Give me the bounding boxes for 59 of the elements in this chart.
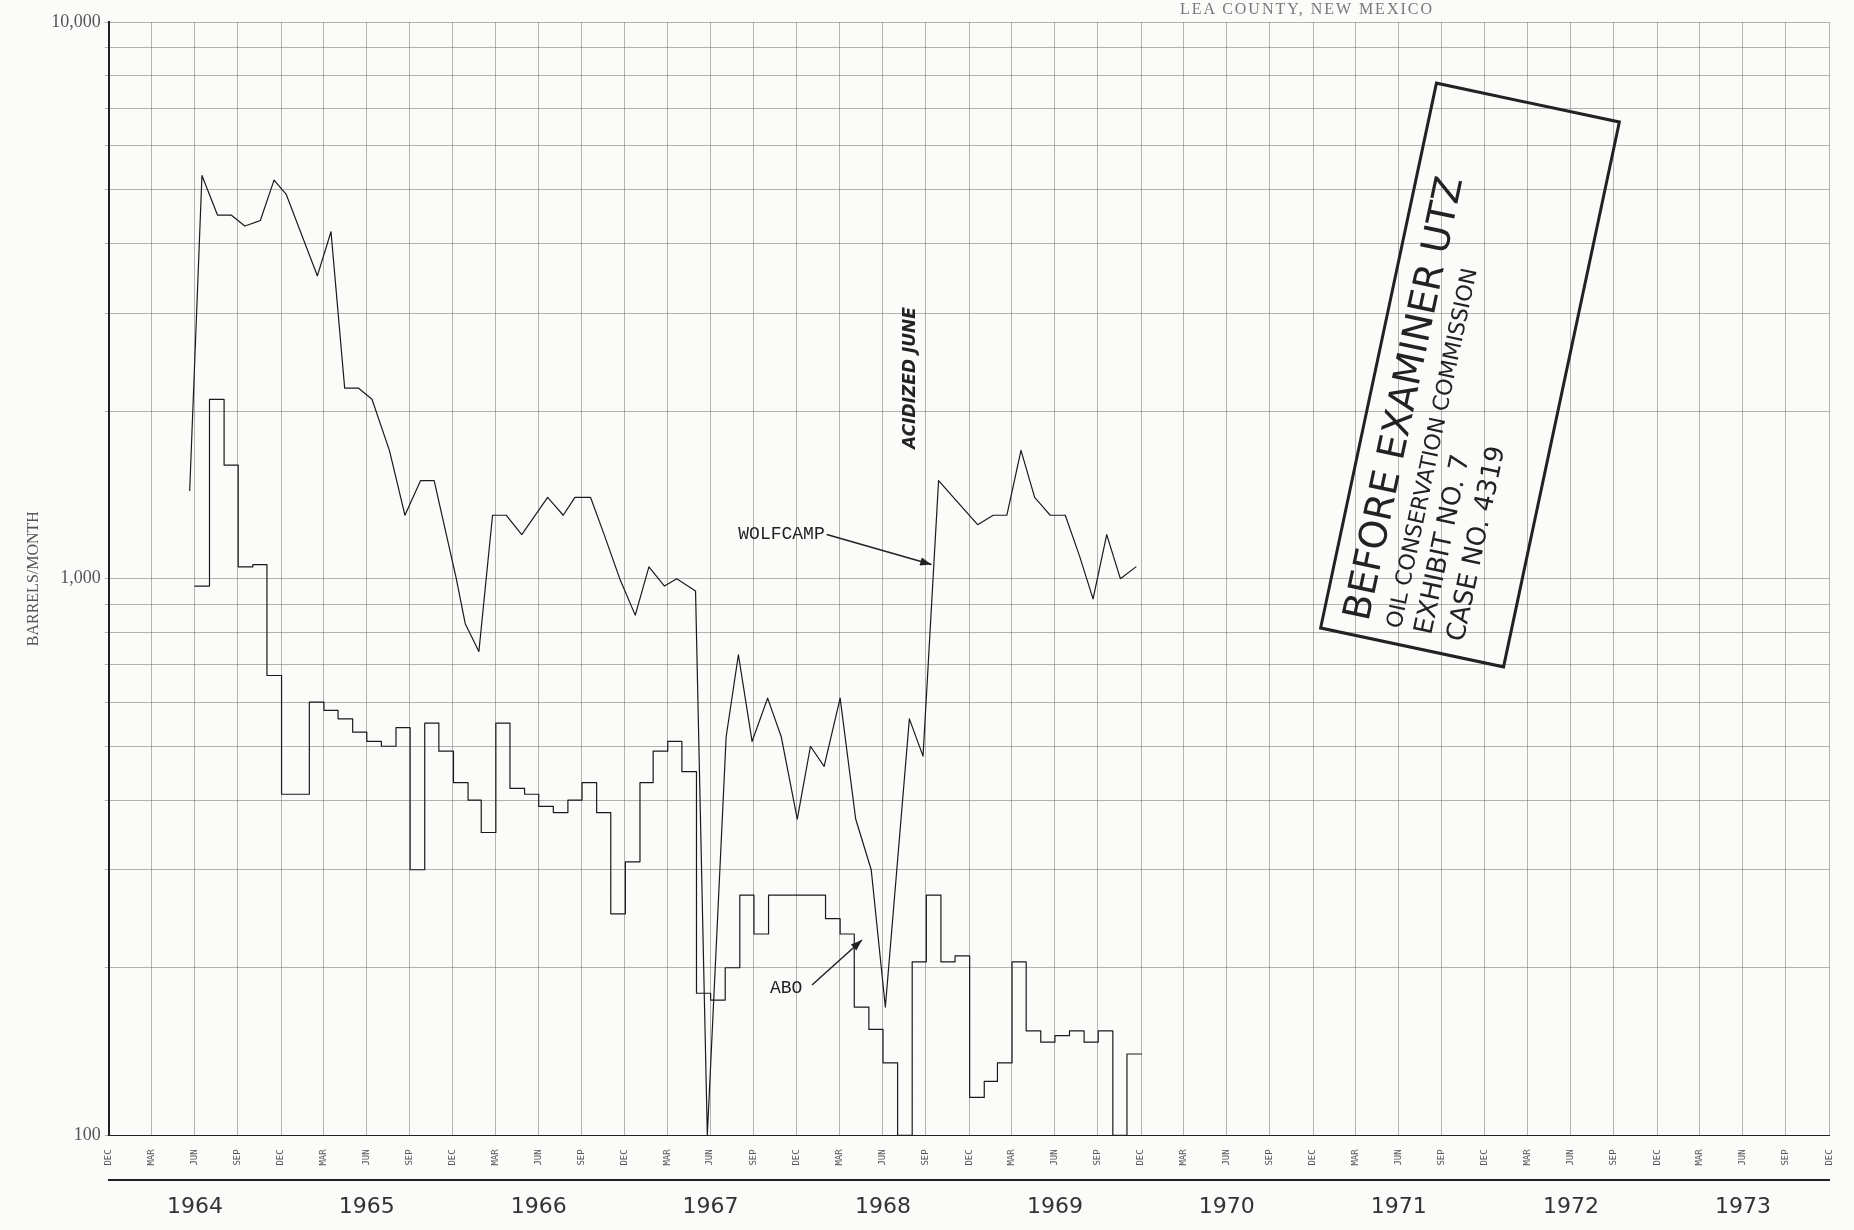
x-tick-label: MAR bbox=[661, 1148, 672, 1166]
x-tick-label: MAR bbox=[1349, 1148, 1360, 1166]
x-tick-label: SEP bbox=[747, 1148, 758, 1166]
x-tick-label: DEC bbox=[1307, 1149, 1318, 1166]
x-tick-label: MAR bbox=[145, 1148, 156, 1166]
x-tick-label: MAR bbox=[1694, 1148, 1705, 1166]
y-tick-label: 1,000 bbox=[60, 567, 101, 588]
x-tick-label: JUN bbox=[1564, 1149, 1575, 1166]
annotation: WOLFCAMP bbox=[738, 524, 825, 545]
x-tick-label: DEC bbox=[1823, 1149, 1834, 1166]
x2-tick-label: 1970 bbox=[1198, 1192, 1255, 1218]
x2-tick-label: 1964 bbox=[166, 1192, 223, 1218]
x-tick-label: SEP bbox=[1780, 1148, 1791, 1166]
x-tick-label: JUN bbox=[360, 1149, 371, 1166]
x-tick-label: JUN bbox=[704, 1149, 715, 1166]
x-tick-label: SEP bbox=[1092, 1148, 1103, 1166]
x2-tick-label: 1965 bbox=[338, 1192, 395, 1218]
x-tick-label: JUN bbox=[188, 1149, 199, 1166]
x-tick-label: JUN bbox=[1048, 1149, 1059, 1166]
x2-tick-label: 1969 bbox=[1026, 1192, 1083, 1218]
y-tick-label: 10,000 bbox=[51, 10, 101, 31]
x2-tick-label: 1967 bbox=[682, 1192, 739, 1218]
chart-title: LEA COUNTY, NEW MEXICO bbox=[1179, 0, 1434, 18]
x-tick-label: MAR bbox=[1005, 1148, 1016, 1166]
y-axis-title: BARRELS/MONTH bbox=[23, 510, 41, 647]
x-tick-label: DEC bbox=[963, 1149, 974, 1166]
x-tick-label: DEC bbox=[275, 1149, 286, 1166]
x-tick-label: MAR bbox=[317, 1148, 328, 1166]
annotation: ABO bbox=[770, 978, 803, 998]
x-tick-label: MAR bbox=[834, 1148, 845, 1166]
y-tick-label: 100 bbox=[73, 1124, 101, 1145]
x-tick-label: JUN bbox=[532, 1149, 543, 1166]
x2-tick-label: 1968 bbox=[855, 1192, 911, 1218]
x-tick-label: DEC bbox=[619, 1149, 630, 1166]
x-tick-label: SEP bbox=[1435, 1148, 1446, 1166]
x2-tick-label: 1973 bbox=[1715, 1192, 1772, 1218]
x2-tick-label: 1971 bbox=[1370, 1192, 1427, 1218]
x2-tick-label: 1972 bbox=[1543, 1192, 1600, 1218]
x-tick-label: DEC bbox=[1651, 1149, 1662, 1166]
x-tick-label: MAR bbox=[1522, 1148, 1533, 1166]
x-tick-label: DEC bbox=[1479, 1149, 1490, 1166]
x-tick-label: SEP bbox=[1264, 1148, 1275, 1166]
x-tick-label: MAR bbox=[489, 1148, 500, 1166]
x-tick-label: MAR bbox=[1177, 1148, 1188, 1166]
x-tick-label: DEC bbox=[103, 1149, 114, 1166]
x-tick-label: JUN bbox=[876, 1149, 887, 1166]
x-tick-label: SEP bbox=[404, 1148, 414, 1166]
annotation: ACIDIZED JUNE bbox=[899, 306, 919, 452]
x-tick-label: DEC bbox=[447, 1149, 458, 1166]
x-tick-label: SEP bbox=[1608, 1148, 1619, 1166]
x-tick-label: SEP bbox=[232, 1148, 243, 1166]
x-tick-label: DEC bbox=[1135, 1149, 1146, 1166]
x-tick-label: JUN bbox=[1220, 1149, 1231, 1166]
x-tick-label: DEC bbox=[791, 1149, 802, 1166]
x-tick-label: JUN bbox=[1736, 1149, 1747, 1166]
x-tick-label: SEP bbox=[575, 1148, 586, 1166]
x-tick-label: JUN bbox=[1392, 1149, 1403, 1166]
x-tick-label: SEP bbox=[920, 1148, 931, 1166]
x2-tick-label: 1966 bbox=[510, 1192, 567, 1218]
